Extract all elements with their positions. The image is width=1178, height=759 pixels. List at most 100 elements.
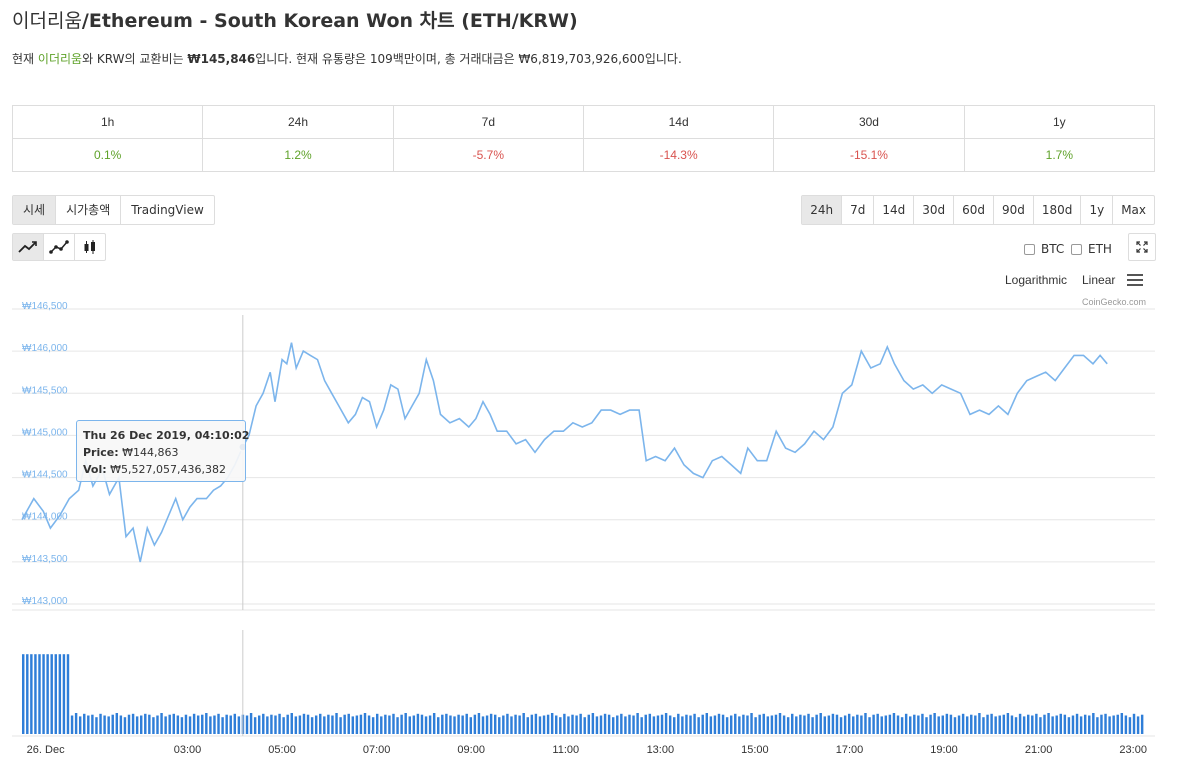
volume-bar [278,713,281,734]
volume-bar [917,715,920,734]
volume-bar [632,715,635,734]
btc-checkbox[interactable] [1024,243,1035,255]
range-30d-button[interactable]: 30d [914,196,955,224]
line-markers-chart-button[interactable] [44,234,75,260]
volume-bar [461,715,464,734]
logarithmic-scale-button[interactable]: Logarithmic [1005,273,1068,287]
range-90d-button[interactable]: 90d [994,196,1034,224]
volume-bar [400,714,403,734]
range-14d-button[interactable]: 14d [874,196,915,224]
compare-eth[interactable]: ETH [1071,242,1112,256]
volume-bar [518,715,521,734]
volume-bar [99,713,102,734]
volume-bar [526,717,529,734]
range-180d-button[interactable]: 180d [1034,196,1082,224]
volume-bar [50,654,53,734]
volume-bar [481,716,485,734]
chart-menu-button[interactable] [1127,272,1143,291]
volume-bar [1035,713,1038,734]
volume-bar [111,714,114,734]
volume-bar [26,654,29,734]
volume-bar [550,713,554,734]
volume-bar [884,715,888,734]
range-1y-button[interactable]: 1y [1081,196,1114,224]
volume-bar [705,713,709,734]
tooltip-vol-row: Vol: ₩5,527,057,436,382 [83,461,245,478]
eth-checkbox[interactable] [1071,243,1082,255]
volume-bar [209,716,212,734]
volume-bar [1018,713,1022,734]
tab-price[interactable]: 시세 [13,196,57,224]
volume-bar [681,716,684,734]
tab-market-cap[interactable]: 시가총액 [56,196,122,224]
line-chart-button[interactable] [13,234,44,260]
volume-bar [140,715,143,734]
volume-bar [758,714,761,734]
volume-bar [782,715,786,734]
range-24h-button[interactable]: 24h [802,196,843,224]
x-tick-label: 05:00 [268,744,296,756]
volume-bar [595,716,599,734]
x-tick-label: 09:00 [457,744,485,756]
volume-bar [770,715,774,734]
hamburger-menu-icon [1127,274,1143,286]
coin-link[interactable]: 이더리움 [37,52,83,66]
perf-value-14d: -14.3% [582,138,775,172]
volume-bar [697,717,700,734]
range-7d-button[interactable]: 7d [842,196,875,224]
volume-bar [868,717,871,734]
volume-bar [750,713,753,734]
tab-tradingview[interactable]: TradingView [131,203,204,217]
volume-bar [404,713,407,734]
desc-text-3: 입니다. 현재 유통량은 109백만이며, 총 거래대금은 ₩6,819,703… [255,52,682,66]
volume-bar [335,713,338,734]
volume-bar [937,716,940,734]
range-max-button[interactable]: Max [1121,203,1146,217]
x-tick-label: 13:00 [647,744,675,756]
candlestick-chart-button[interactable] [75,234,105,260]
volume-bar [432,713,436,734]
x-tick-label: 03:00 [174,744,202,756]
volume-bar [766,716,770,734]
compare-btc-label: BTC [1041,242,1065,256]
chart-grid [12,308,1155,737]
volume-bar [957,715,961,734]
x-tick-label: 19:00 [930,744,958,756]
volume-bar [184,714,188,734]
volume-bar [774,714,778,734]
volume-bar [978,713,981,734]
tooltip-price: ₩144,863 [122,446,179,459]
volume-bar [465,713,468,734]
volume-bar [620,713,623,734]
volume-bar [144,713,147,734]
volume-bar [986,714,989,734]
volume-bar [1027,714,1030,734]
y-tick-label: ₩143,000 [22,596,68,607]
volume-bar [172,713,175,734]
volume-bar [742,714,745,734]
volume-bar [229,715,232,734]
volume-bar [131,713,135,734]
fullscreen-button[interactable] [1128,233,1156,261]
volume-bar [904,713,908,734]
volume-bar [257,715,261,734]
volume-bar [416,713,420,734]
volume-bar [453,716,456,734]
compare-btc[interactable]: BTC [1024,242,1064,256]
volume-bar [339,717,342,734]
volume-bar [493,714,497,734]
volume-bar [1124,715,1128,734]
volume-bar [693,713,696,734]
y-tick-label: ₩144,500 [22,470,68,481]
volume-bar [74,713,78,734]
volume-bar [611,717,615,734]
volume-bar [542,715,546,734]
volume-bars [22,654,1144,734]
volume-bar [583,717,586,734]
volume-bar [689,715,692,734]
price-description: 현재 이더리움와 KRW의 교환비는 ₩145,846입니다. 현재 유통량은 … [12,50,682,67]
linear-scale-button[interactable]: Linear [1082,273,1116,287]
volume-bar [302,713,306,734]
range-60d-button[interactable]: 60d [954,196,995,224]
